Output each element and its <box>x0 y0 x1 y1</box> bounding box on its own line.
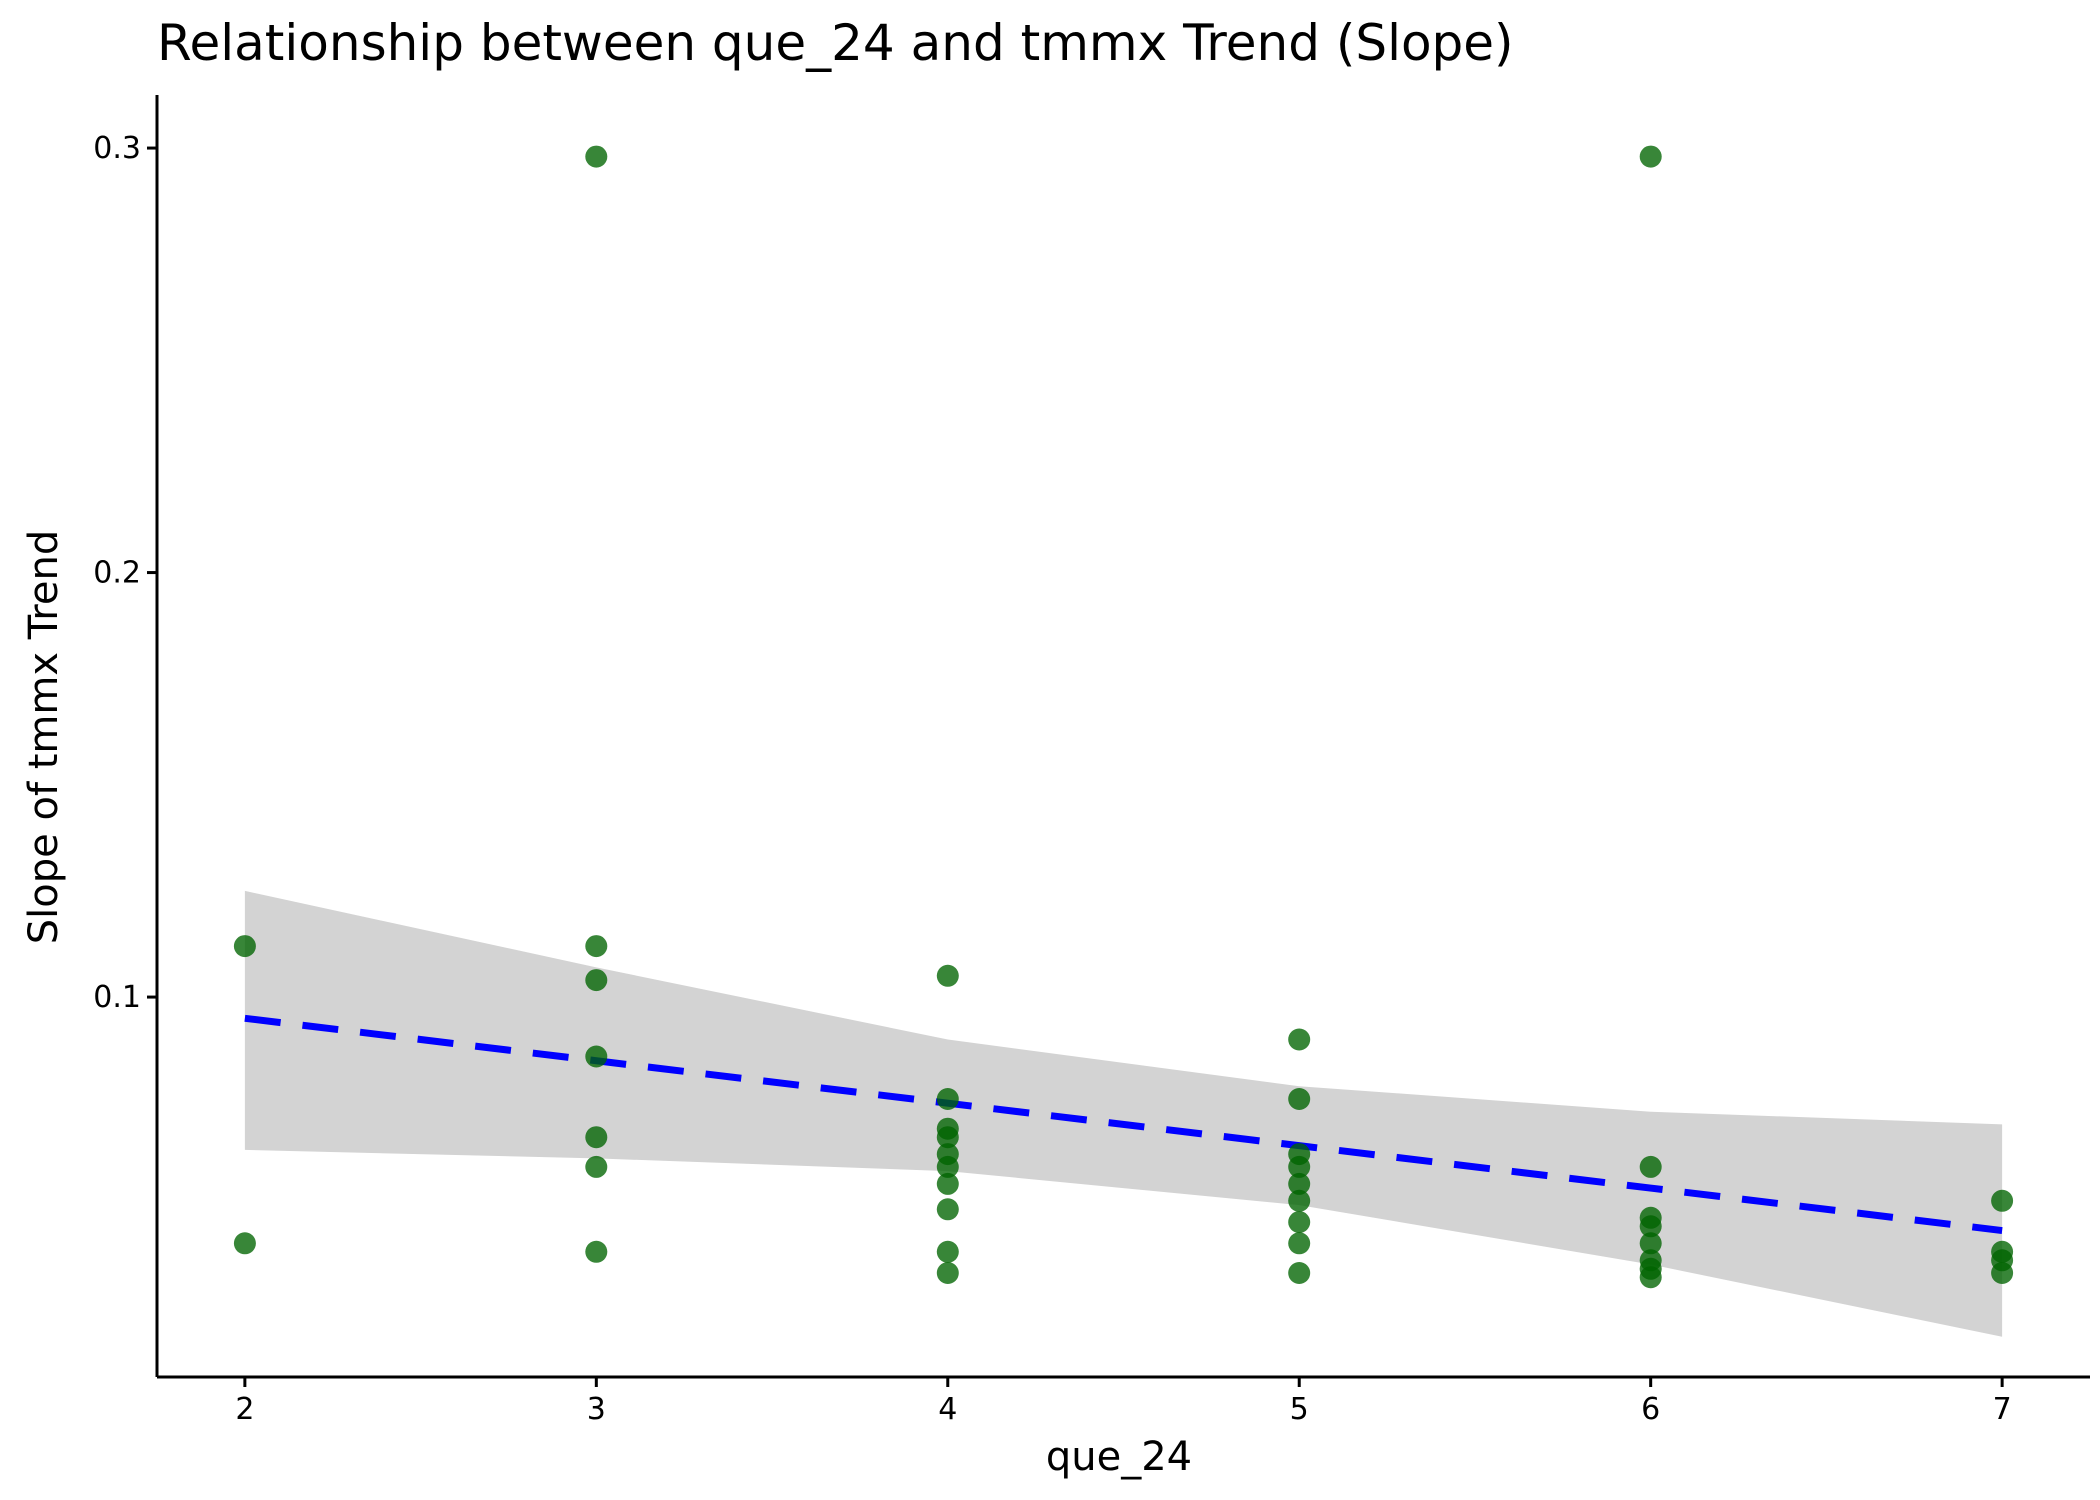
data-point <box>936 1198 959 1221</box>
data-point <box>1639 1155 1662 1178</box>
data-point <box>936 1088 959 1110</box>
x-tick-label: 4 <box>938 1392 957 1427</box>
data-point <box>233 935 256 958</box>
data-point <box>585 145 608 168</box>
data-point <box>1288 1189 1311 1212</box>
y-axis-title: Slope of tmmx Trend <box>21 530 67 944</box>
x-tick-label: 5 <box>1290 1392 1309 1427</box>
y-tick-label: 0.3 <box>93 131 141 166</box>
data-point <box>585 1126 608 1149</box>
data-point <box>1288 1262 1311 1284</box>
data-point <box>233 1232 256 1255</box>
axes: 2 3 4 5 6 7 0.1 0.2 0.3 <box>93 95 2090 1427</box>
data-point <box>936 1155 959 1178</box>
data-point <box>936 964 959 987</box>
x-tick-label: 7 <box>1993 1392 2012 1427</box>
data-point <box>1639 1232 1662 1255</box>
data-point <box>1288 1155 1311 1178</box>
x-tick-label: 3 <box>587 1392 606 1427</box>
data-point <box>1639 145 1662 168</box>
data-point <box>1639 1266 1662 1289</box>
data-point <box>1991 1262 2014 1284</box>
data-point <box>585 1155 608 1178</box>
data-point <box>1288 1172 1311 1195</box>
data-point <box>936 1172 959 1195</box>
trend-line <box>244 1014 2003 1235</box>
data-point <box>1991 1189 2014 1212</box>
data-point <box>585 1240 608 1263</box>
y-tick-label: 0.1 <box>93 980 141 1015</box>
data-point <box>936 1262 959 1284</box>
data-point <box>936 1240 959 1263</box>
data-point <box>1288 1211 1311 1234</box>
x-tick-label: 6 <box>1641 1392 1660 1427</box>
data-point <box>585 935 608 958</box>
data-point <box>1288 1088 1311 1110</box>
confidence-band-layer <box>244 890 2003 1337</box>
y-tick-label: 0.2 <box>93 556 141 591</box>
x-axis-title: que_24 <box>1046 1434 1192 1480</box>
data-point <box>1639 1215 1662 1238</box>
data-points-layer <box>233 145 2014 1289</box>
x-tick-label: 2 <box>235 1392 254 1427</box>
data-point <box>585 1045 608 1068</box>
data-point <box>936 1126 959 1149</box>
trend-line-layer <box>244 1014 2003 1235</box>
data-point <box>1288 1232 1311 1255</box>
data-point <box>1288 1028 1311 1051</box>
data-point <box>585 969 608 992</box>
confidence-band <box>244 890 2003 1337</box>
chart-title: Relationship between que_24 and tmmx Tre… <box>157 14 1514 72</box>
